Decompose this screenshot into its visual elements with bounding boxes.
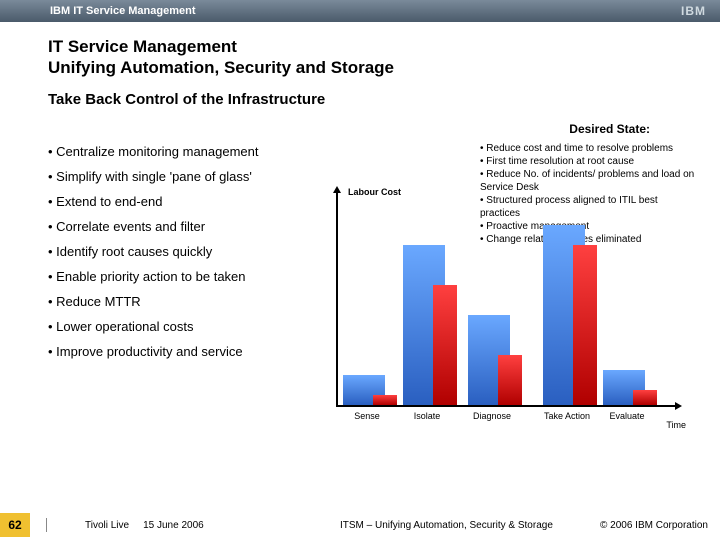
content-area: Centralize monitoring management Simplif…: [0, 122, 720, 482]
bullet: Simplify with single 'pane of glass': [48, 169, 338, 184]
bullet: Identify root causes quickly: [48, 244, 338, 259]
x-axis: [336, 405, 676, 407]
slide-number: 62: [0, 513, 30, 537]
bar-red: [498, 355, 522, 405]
footer-right: © 2006 IBM Corporation: [600, 520, 708, 531]
bullets-left: Centralize monitoring management Simplif…: [48, 144, 338, 369]
header-bar: IBM IT Service Management IBM: [0, 0, 720, 22]
desired-item: Reduce cost and time to resolve problems: [480, 142, 700, 155]
bullet: Improve productivity and service: [48, 344, 338, 359]
footer-left2: 15 June 2006: [143, 520, 204, 531]
footer-center: ITSM – Unifying Automation, Security & S…: [340, 520, 553, 531]
desired-item: First time resolution at root cause: [480, 155, 700, 168]
bullet: Lower operational costs: [48, 319, 338, 334]
bar-red: [373, 395, 397, 405]
footer-separator: [46, 518, 47, 532]
desired-state-header: Desired State:: [569, 122, 650, 136]
header-product: IBM IT Service Management: [50, 5, 196, 17]
chart-ylabel: Labour Cost: [348, 187, 401, 197]
chart-xlabel: Sense: [337, 412, 397, 422]
bullet: Correlate events and filter: [48, 219, 338, 234]
bullet: Enable priority action to be taken: [48, 269, 338, 284]
desired-item: Reduce No. of incidents/ problems and lo…: [480, 168, 700, 181]
bullet: Reduce MTTR: [48, 294, 338, 309]
title-block: IT Service Management Unifying Automatio…: [48, 36, 720, 79]
bullet: Centralize monitoring management: [48, 144, 338, 159]
chart-xlabel: Take Action: [537, 412, 597, 422]
footer-left1: Tivoli Live: [85, 520, 129, 531]
ibm-logo: IBM: [681, 4, 706, 18]
bullet: Extend to end-end: [48, 194, 338, 209]
y-axis: [336, 192, 338, 407]
footer: 62 Tivoli Live 15 June 2006 ITSM – Unify…: [0, 513, 720, 537]
chart-xlabel: Isolate: [397, 412, 457, 422]
title-line1: IT Service Management: [48, 36, 720, 57]
bar-red: [573, 245, 597, 405]
chart-xlabel: Evaluate: [597, 412, 657, 422]
bar-red: [633, 390, 657, 405]
subtitle: Take Back Control of the Infrastructure: [48, 91, 720, 108]
bar-red: [433, 285, 457, 405]
title-line2: Unifying Automation, Security and Storag…: [48, 57, 720, 78]
x-axis-label-time: Time: [666, 420, 686, 430]
chart-xlabel: Diagnose: [462, 412, 522, 422]
labour-cost-chart: Labour Cost SenseIsolateDiagnoseTake Act…: [328, 192, 668, 432]
